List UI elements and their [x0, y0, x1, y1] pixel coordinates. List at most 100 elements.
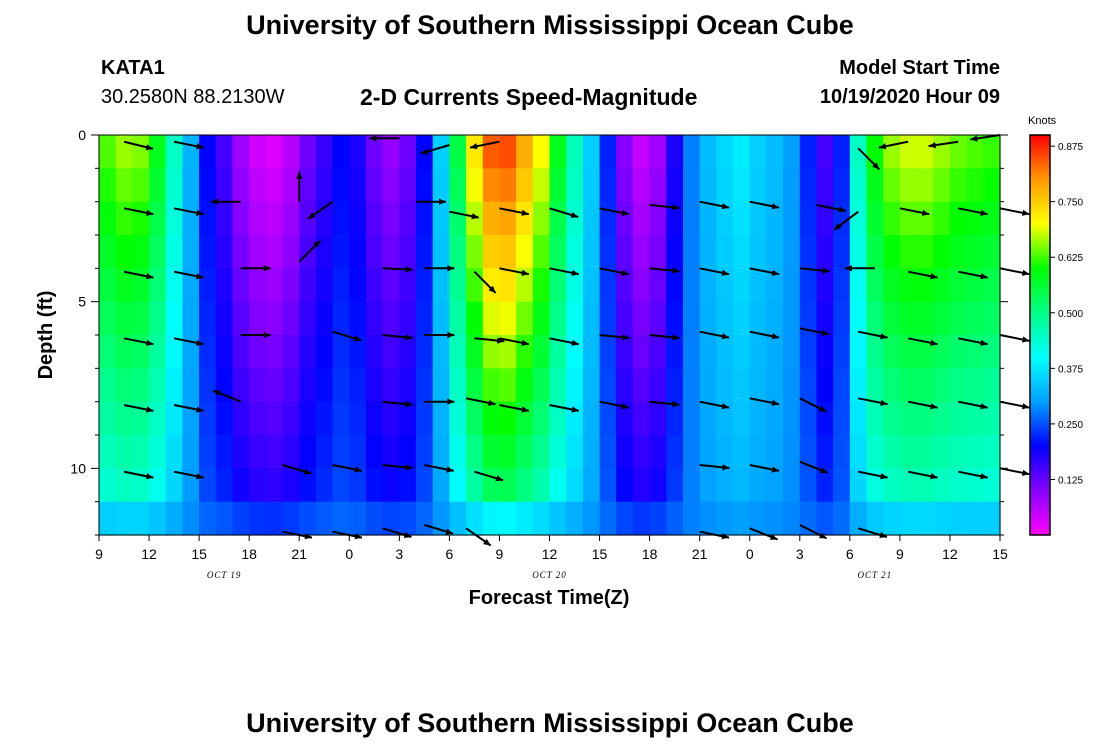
date-label: OCT 20	[532, 570, 567, 580]
arrow-head	[970, 135, 978, 142]
heatmap-cell	[499, 268, 517, 303]
heatmap-cell	[532, 435, 551, 469]
heatmap-cell	[499, 301, 517, 336]
heatmap-cell	[566, 435, 584, 469]
heatmap-cell	[749, 168, 767, 203]
current-arrow	[899, 207, 930, 216]
heatmap-cell	[199, 235, 217, 269]
heatmap-cell	[683, 401, 701, 436]
heatmap-cell	[466, 168, 484, 203]
arrow-head	[771, 333, 780, 340]
current-arrow	[240, 265, 271, 272]
heatmap-cell	[616, 201, 634, 236]
heatmap-cell	[683, 201, 701, 236]
heatmap-cell	[783, 268, 801, 303]
arrow-head	[822, 267, 830, 274]
heatmap-cell	[366, 135, 384, 169]
heatmap-cell	[549, 501, 567, 536]
heatmap-cell	[766, 335, 784, 369]
heatmap-cell	[866, 501, 884, 536]
arrow-head	[1021, 403, 1030, 410]
heatmap-cell	[549, 301, 567, 336]
heatmap-cell	[366, 201, 384, 236]
heatmap-cell	[199, 201, 217, 236]
heatmap-cell	[382, 201, 400, 236]
heatmap-cell	[449, 468, 467, 503]
heatmap-cell	[933, 301, 951, 336]
heatmap-cell	[332, 501, 350, 536]
heatmap-cell	[749, 235, 767, 269]
heatmap-cell	[182, 168, 200, 203]
heatmap-cell	[683, 501, 701, 536]
heatmap-cell	[115, 335, 133, 369]
heatmap-cell	[232, 368, 250, 403]
heatmap-cell	[766, 301, 784, 336]
heatmap-cell	[249, 235, 267, 269]
heatmap-cell	[766, 368, 784, 403]
heatmap-cell	[716, 301, 734, 336]
arrow-head	[821, 329, 830, 336]
heatmap-cell	[883, 301, 901, 336]
arrow-head	[210, 198, 218, 205]
heatmap-cell	[282, 268, 300, 303]
heatmap-cell	[666, 501, 684, 536]
heatmap-cell	[282, 235, 300, 269]
current-arrow	[123, 470, 154, 480]
heatmap-cell	[432, 468, 450, 503]
arrow-head	[470, 143, 478, 150]
heatmap-cell	[783, 501, 801, 536]
heatmap-cell	[449, 168, 467, 203]
heatmap-cell	[199, 301, 217, 336]
heatmap-cell	[499, 501, 517, 536]
heatmap-cell	[416, 268, 434, 303]
arrow-head	[771, 269, 780, 276]
heatmap-cell	[866, 235, 884, 269]
heatmap-cell	[249, 368, 267, 403]
arrow-head	[495, 475, 504, 482]
heatmap-cell	[199, 368, 217, 403]
heatmap-cell	[432, 501, 450, 536]
heatmap-cell	[616, 501, 634, 536]
heatmap-cell	[632, 335, 651, 369]
heatmap-cell	[683, 135, 701, 169]
heatmap-cell	[599, 401, 617, 436]
current-arrow	[599, 400, 630, 410]
current-arrow	[332, 330, 362, 342]
heatmap-cell	[149, 201, 167, 236]
current-arrow	[858, 470, 888, 480]
heatmap-cell	[499, 401, 517, 436]
heatmap-cell	[366, 401, 384, 436]
heatmap-cell	[883, 135, 901, 169]
heatmap-cell	[916, 201, 934, 236]
x-tick-label: 6	[846, 546, 854, 562]
heatmap-cell	[265, 135, 284, 169]
heatmap-cell	[699, 235, 717, 269]
current-arrow	[599, 334, 630, 341]
x-tick-label: 0	[746, 546, 754, 562]
current-arrow	[999, 334, 1030, 343]
x-tick-label: 15	[191, 546, 207, 562]
heatmap-cell	[783, 168, 801, 203]
arrow-head	[196, 473, 204, 480]
heatmap-cell	[149, 301, 167, 336]
heatmap-cell	[232, 235, 250, 269]
heatmap-cell	[899, 201, 918, 236]
heatmap-cell	[849, 235, 868, 269]
heatmap-cell	[182, 135, 200, 169]
current-arrow	[369, 135, 400, 142]
heatmap-cell	[332, 135, 350, 169]
heatmap-cell	[866, 335, 884, 369]
heatmap-cell	[666, 268, 684, 303]
heatmap-cell	[966, 135, 984, 169]
heatmap-cell	[849, 368, 868, 403]
current-arrow	[857, 147, 881, 171]
heatmap-cell	[132, 235, 150, 269]
heatmap-cell	[816, 201, 834, 236]
heatmap-cell	[899, 435, 918, 469]
current-arrow	[699, 400, 730, 410]
colorbar-tick-label: 0.750	[1058, 198, 1083, 209]
heatmap-cell	[466, 335, 484, 369]
colorbar: Knots 0.875 0.750 0.625 0.500 0.375 0.250 0.125	[1028, 115, 1083, 536]
current-arrow	[833, 210, 859, 231]
